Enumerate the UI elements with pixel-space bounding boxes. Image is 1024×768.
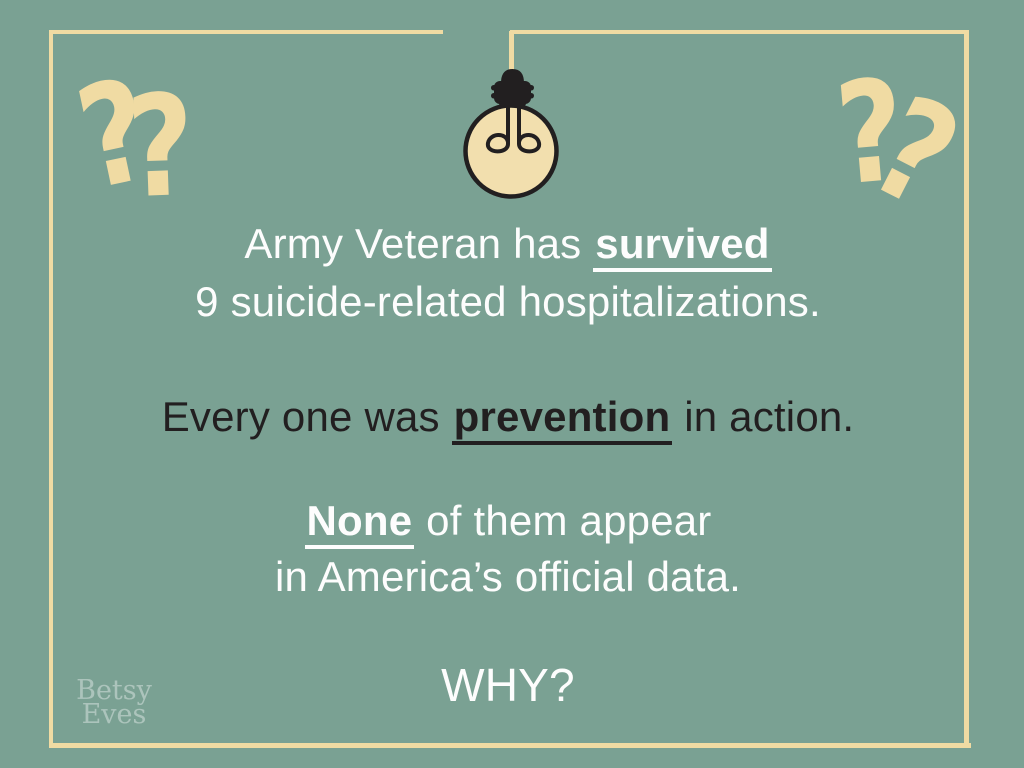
frame-border-top-left-segment bbox=[49, 30, 443, 34]
lightbulb-cord bbox=[509, 31, 514, 73]
statement-prevention-suffix: in action. bbox=[672, 393, 855, 440]
statement-none-line1-text: of them appear bbox=[414, 497, 712, 544]
watermark-betsy-eves: Betsy Eves bbox=[74, 675, 154, 730]
watermark-line2: Eves bbox=[81, 699, 147, 730]
statement-survived-line1-text: Army Veteran has bbox=[244, 220, 594, 267]
lightbulb-filament bbox=[486, 101, 541, 154]
question-mark-icon: ? bbox=[124, 64, 197, 231]
statement-none-emphasis: None bbox=[304, 498, 415, 550]
statement-survived: Army Veteran has survived 9 suicide-rela… bbox=[0, 215, 1016, 331]
statement-none-line1: None of them appear bbox=[0, 493, 1016, 550]
frame-border-left bbox=[49, 30, 53, 748]
frame-border-bottom bbox=[49, 743, 971, 748]
statement-survived-emphasis: survived bbox=[593, 221, 772, 273]
statement-survived-line2: 9 suicide-related hospitalizations. bbox=[195, 278, 821, 325]
statement-none-line2: in America’s official data. bbox=[274, 553, 742, 601]
statement-prevention: Every one was prevention in action. bbox=[0, 388, 1016, 446]
watermark-line1: Betsy bbox=[76, 675, 152, 706]
frame-border-top-right-segment bbox=[510, 30, 968, 34]
statement-survived-line1: Army Veteran has survived bbox=[0, 215, 1016, 273]
lightbulb-socket bbox=[491, 69, 534, 106]
statement-prevention-emphasis: prevention bbox=[451, 394, 673, 446]
statement-prevention-prefix: Every one was bbox=[161, 393, 452, 440]
why-question: WHY? bbox=[441, 659, 575, 711]
lightbulb-icon bbox=[463, 69, 559, 199]
lightbulb-glass bbox=[463, 103, 559, 199]
statement-none: None of them appear in America’s officia… bbox=[0, 493, 1016, 605]
frame-border-right bbox=[964, 30, 969, 744]
